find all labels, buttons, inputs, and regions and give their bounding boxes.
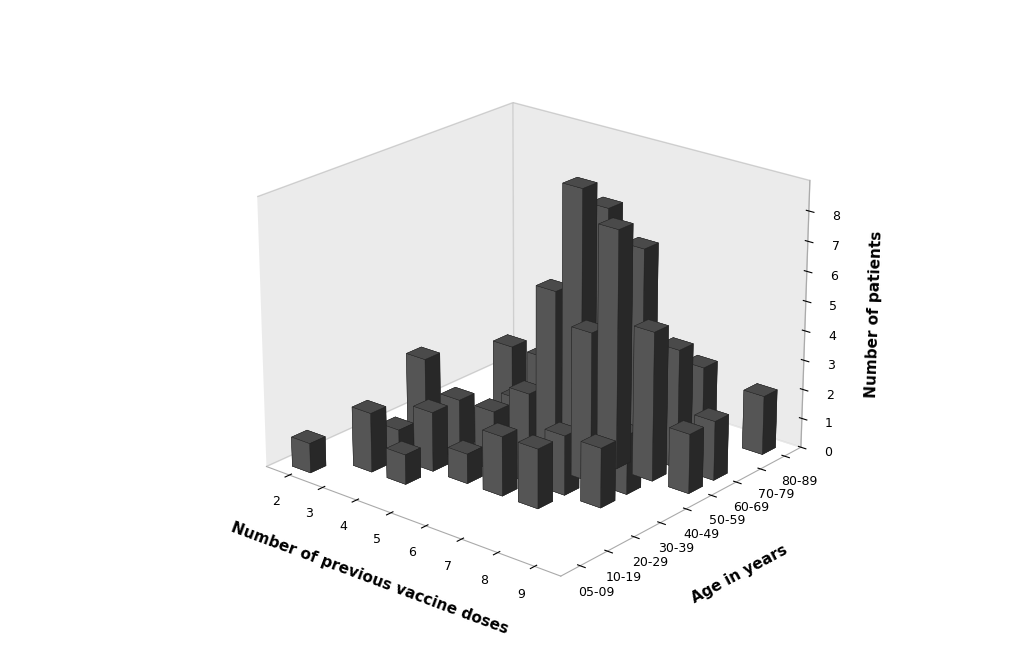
Y-axis label: Age in years: Age in years — [689, 543, 791, 606]
X-axis label: Number of previous vaccine doses: Number of previous vaccine doses — [229, 520, 510, 637]
